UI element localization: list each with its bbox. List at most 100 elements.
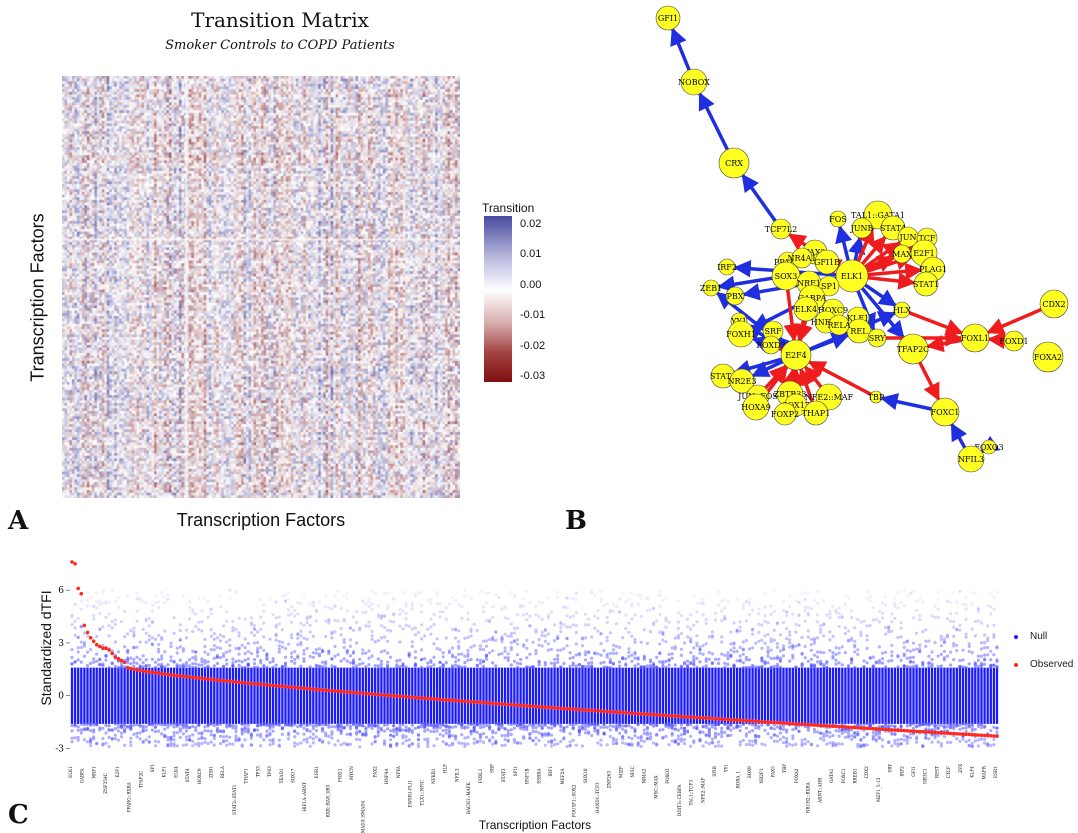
null-point	[138, 664, 142, 668]
null-point	[788, 638, 792, 642]
null-point	[200, 742, 204, 746]
null-point	[324, 662, 328, 666]
observed-point	[886, 727, 891, 732]
null-point	[596, 629, 600, 633]
network-node-label: STAT4	[880, 224, 906, 233]
null-point	[506, 652, 510, 656]
null-point	[800, 743, 804, 748]
null-point	[726, 726, 730, 730]
null-point	[921, 745, 925, 749]
null-point	[605, 639, 609, 643]
null-point	[178, 623, 182, 627]
null-point	[472, 737, 476, 741]
null-point	[212, 656, 216, 660]
network-node: JUNB	[850, 217, 874, 239]
null-point	[178, 638, 182, 642]
null-point	[763, 614, 767, 618]
null-point	[197, 741, 201, 745]
null-point	[85, 722, 90, 726]
null-point	[89, 722, 93, 726]
null-point	[834, 652, 838, 657]
null-point	[246, 641, 250, 646]
null-point	[311, 737, 315, 741]
null-point	[652, 621, 656, 625]
null-point	[738, 620, 742, 624]
null-point	[976, 607, 981, 611]
null-point	[744, 726, 749, 730]
observed-point	[955, 732, 959, 736]
null-point	[559, 626, 563, 630]
null-point	[871, 734, 875, 738]
null-point	[420, 591, 424, 595]
null-point	[407, 653, 411, 657]
null-point	[351, 661, 356, 665]
null-point	[846, 731, 851, 735]
null-point	[435, 601, 439, 606]
null-point	[166, 597, 170, 601]
null-point	[735, 722, 739, 726]
null-point	[466, 654, 470, 658]
null-point	[670, 739, 674, 743]
null-point	[945, 599, 950, 603]
null-point	[911, 590, 916, 594]
null-point	[967, 644, 971, 649]
null-point	[271, 659, 275, 664]
null-point	[899, 658, 903, 663]
null-point	[608, 631, 612, 635]
null-point	[611, 643, 616, 647]
null-point	[413, 656, 417, 660]
null-point	[194, 725, 198, 730]
null-point	[970, 724, 974, 728]
null-point	[116, 725, 120, 729]
null-point	[967, 744, 971, 748]
null-point	[488, 651, 492, 655]
null-point	[630, 659, 634, 663]
null-point	[188, 734, 192, 738]
null-point	[135, 591, 139, 595]
null-point	[271, 722, 275, 727]
null-point	[812, 599, 817, 603]
null-point	[553, 722, 557, 726]
observed-point	[91, 639, 96, 643]
null-point	[679, 647, 684, 651]
null-point	[141, 599, 145, 604]
null-point	[546, 648, 551, 652]
network-edge	[741, 173, 783, 231]
null-point	[760, 723, 764, 727]
x-tick-label: NFIL3	[454, 768, 459, 782]
null-point	[933, 604, 937, 609]
null-point	[333, 630, 337, 634]
null-point	[559, 648, 563, 652]
null-point	[163, 733, 167, 737]
null-point	[574, 590, 578, 595]
null-point	[172, 738, 176, 742]
null-point	[197, 627, 201, 632]
null-point	[379, 614, 383, 618]
network-node: FOXA2	[1032, 341, 1064, 373]
null-point	[580, 637, 585, 641]
observed-point	[692, 715, 696, 720]
null-point	[392, 598, 396, 602]
null-point	[880, 601, 885, 605]
network-node-label: ZEB1	[700, 284, 722, 293]
null-point	[484, 639, 489, 643]
null-point	[379, 662, 383, 667]
null-point	[206, 665, 210, 670]
null-point	[781, 654, 786, 658]
null-point	[667, 725, 671, 730]
null-point	[98, 728, 102, 732]
null-point	[110, 589, 114, 593]
null-point	[138, 737, 142, 741]
null-point	[197, 737, 201, 741]
null-point	[918, 722, 922, 726]
observed-point	[475, 700, 480, 704]
panel-letter-c: C	[8, 800, 29, 830]
null-point	[618, 660, 622, 664]
null-point	[234, 646, 238, 651]
null-point	[726, 654, 730, 658]
null-point	[639, 736, 643, 740]
null-point	[970, 727, 974, 731]
network-node-label: HNF1A	[811, 318, 842, 327]
null-point	[871, 736, 875, 740]
null-point	[781, 741, 786, 745]
